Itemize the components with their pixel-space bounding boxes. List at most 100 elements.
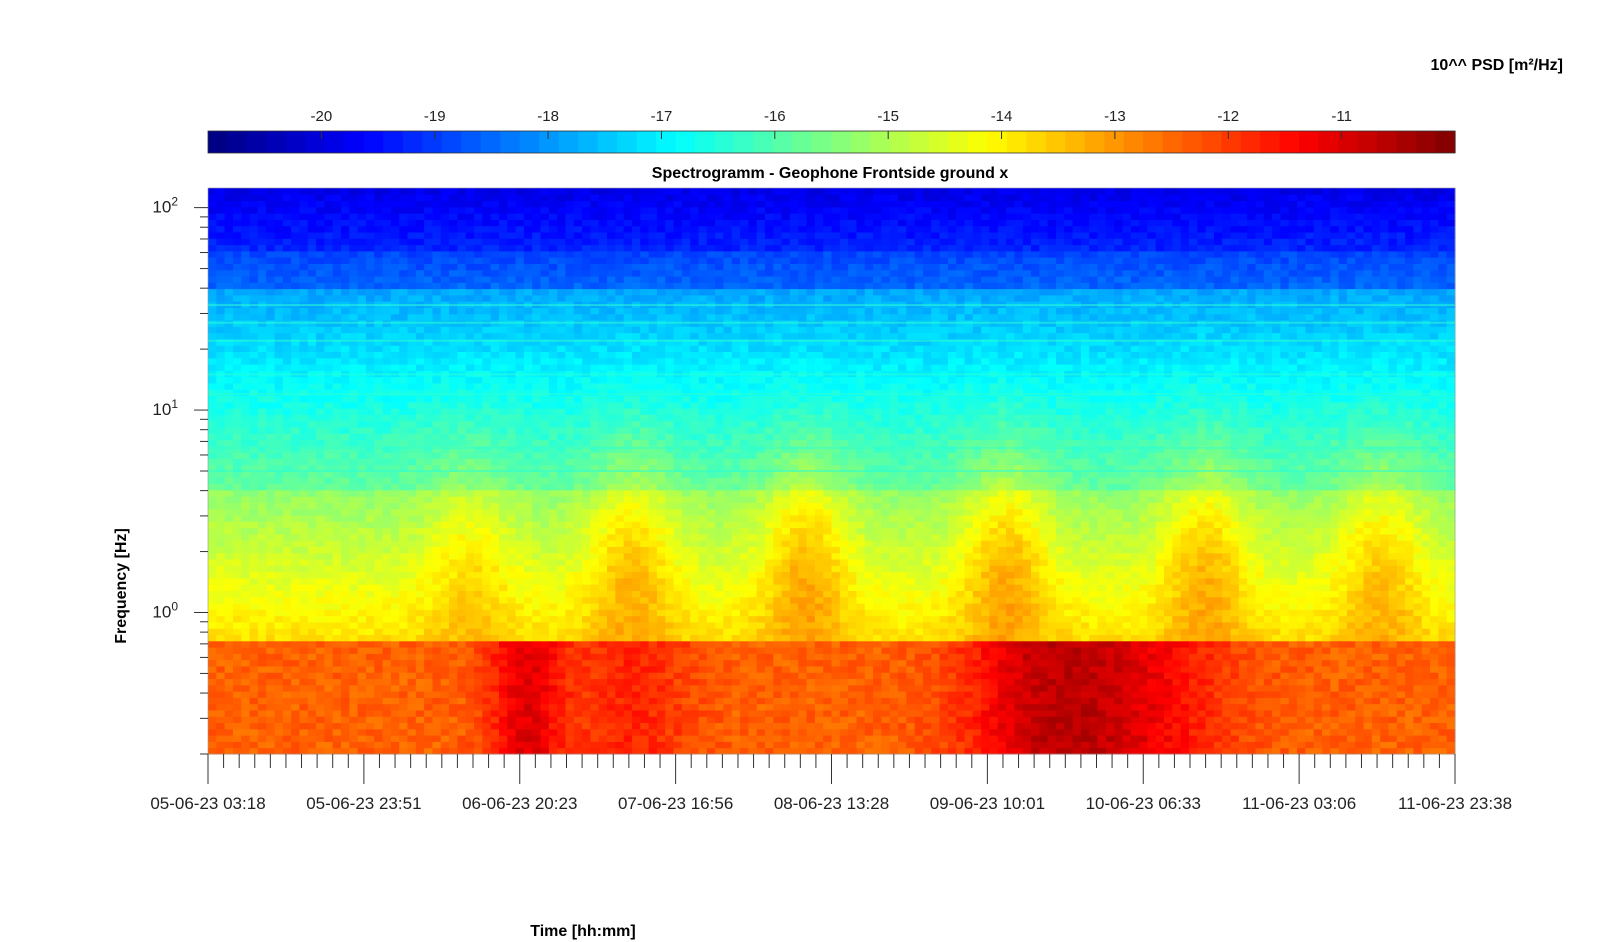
heatmap-cell — [266, 238, 275, 246]
heatmap-cell — [540, 477, 550, 485]
heatmap-cell — [324, 559, 334, 566]
heatmap-cell — [266, 590, 275, 598]
heatmap-cell — [382, 376, 392, 384]
heatmap-cell — [557, 533, 566, 541]
heatmap-cell — [382, 395, 392, 403]
heatmap-cell — [307, 584, 317, 591]
heatmap-cell — [548, 634, 558, 642]
heatmap-cell — [274, 678, 284, 686]
heatmap-cell — [532, 502, 542, 510]
heatmap-cell — [648, 389, 658, 397]
heatmap-cell — [623, 200, 633, 208]
heatmap-cell — [540, 194, 550, 202]
heatmap-cell — [590, 722, 600, 730]
heatmap-cell — [324, 389, 334, 397]
heatmap-cell — [357, 678, 367, 686]
heatmap-cell — [266, 357, 275, 365]
heatmap-cell — [224, 458, 234, 466]
heatmap-cell — [523, 477, 533, 485]
heatmap-cell — [424, 439, 433, 447]
heatmap-cell — [457, 445, 467, 453]
heatmap-cell — [382, 508, 392, 516]
heatmap-cell — [407, 219, 417, 227]
heatmap-cell — [474, 200, 483, 208]
heatmap-cell — [216, 188, 226, 195]
heatmap-cell — [590, 477, 600, 485]
heatmap-cell — [449, 288, 458, 296]
colorbar-segment — [714, 131, 735, 153]
heatmap-cell — [365, 640, 375, 648]
heatmap-cell — [465, 747, 475, 755]
colorbar-segment — [363, 131, 384, 153]
heatmap-cell — [291, 515, 300, 522]
heatmap-cell — [382, 621, 392, 629]
heatmap-cell — [390, 225, 400, 233]
heatmap-cell — [316, 452, 325, 459]
heatmap-cell — [449, 338, 458, 346]
heatmap-cell — [623, 313, 633, 321]
heatmap-cell — [457, 577, 467, 585]
heatmap-cell — [374, 722, 384, 730]
heatmap-cell — [357, 194, 367, 202]
heatmap-cell — [424, 401, 433, 409]
heatmap-cell — [523, 697, 533, 705]
heatmap-cell — [249, 678, 259, 686]
heatmap-cell — [274, 483, 284, 491]
heatmap-cell — [432, 722, 442, 730]
heatmap-cell — [540, 257, 550, 264]
heatmap-cell — [382, 697, 392, 705]
heatmap-cell — [357, 395, 367, 403]
heatmap-cell — [457, 747, 467, 755]
heatmap-cell — [249, 401, 259, 409]
heatmap-cell — [307, 420, 317, 428]
heatmap-cell — [548, 420, 558, 428]
heatmap-cell — [515, 691, 525, 698]
heatmap-cell — [449, 477, 458, 485]
heatmap-cell — [316, 540, 325, 547]
heatmap-cell — [216, 621, 226, 629]
heatmap-cell — [274, 395, 284, 403]
heatmap-cell — [573, 621, 583, 629]
heatmap-cell — [407, 477, 417, 485]
colorbar-segment — [753, 131, 774, 153]
heatmap-cell — [523, 206, 533, 214]
heatmap-cell — [382, 225, 392, 233]
heatmap-cell — [399, 307, 409, 315]
heatmap-cell — [498, 326, 508, 334]
heatmap-cell — [507, 420, 517, 428]
heatmap-cell — [623, 232, 633, 239]
heatmap-cell — [299, 672, 309, 680]
heatmap-cell — [457, 691, 467, 698]
heatmap-cell — [399, 345, 409, 353]
heatmap-cell — [540, 225, 550, 233]
heatmap-cell — [365, 338, 375, 346]
heatmap-cell — [307, 577, 317, 585]
heatmap-cell — [374, 603, 384, 610]
heatmap-cell — [465, 225, 475, 233]
heatmap-cell — [615, 225, 625, 233]
heatmap-cell — [656, 665, 666, 673]
heatmap-cell — [498, 703, 508, 711]
heatmap-cell — [341, 640, 350, 648]
heatmap-cell — [607, 678, 616, 686]
heatmap-cell — [232, 213, 242, 220]
heatmap-cell — [474, 219, 483, 227]
heatmap-cell — [241, 433, 251, 441]
heatmap-cell — [615, 294, 625, 302]
heatmap-cell — [498, 552, 508, 560]
heatmap-cell — [432, 364, 442, 371]
heatmap-cell — [498, 659, 508, 667]
heatmap-cell — [573, 276, 583, 283]
heatmap-cell — [224, 401, 234, 409]
heatmap-cell — [307, 565, 317, 573]
heatmap-cell — [598, 471, 608, 478]
heatmap-cell — [548, 232, 558, 239]
heatmap-cell — [457, 546, 467, 554]
heatmap-cell — [465, 445, 475, 453]
heatmap-cell — [648, 697, 658, 705]
heatmap-cell — [341, 250, 350, 258]
heatmap-cell — [282, 194, 292, 202]
heatmap-cell — [515, 389, 525, 397]
heatmap-cell — [357, 408, 367, 415]
heatmap-cell — [274, 741, 284, 749]
